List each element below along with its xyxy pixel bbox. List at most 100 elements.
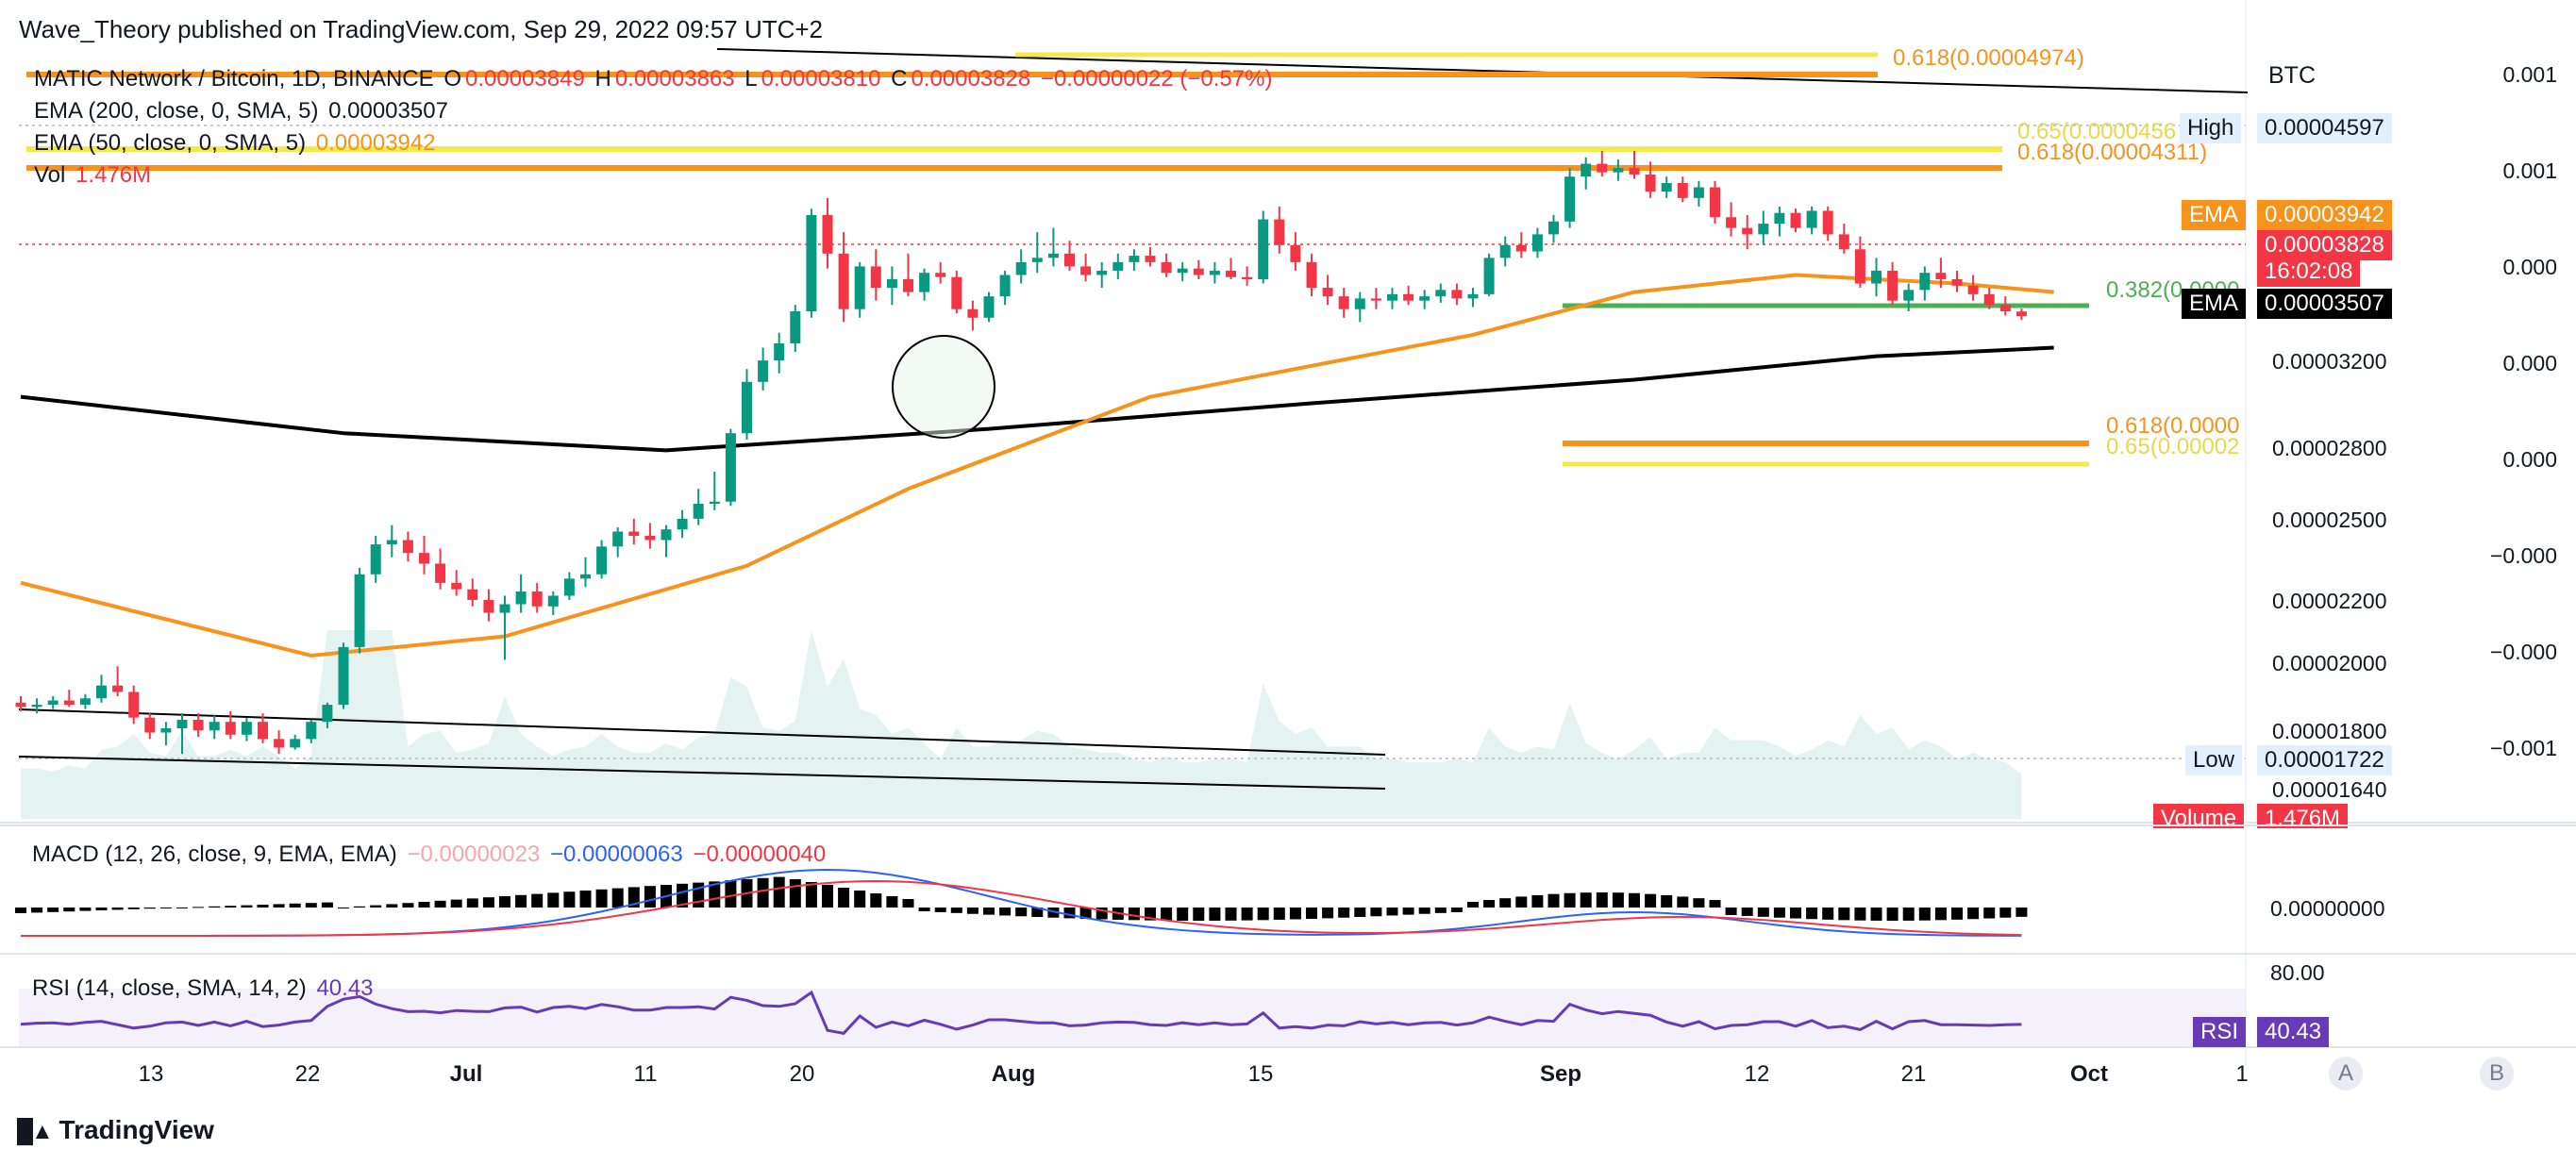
auto-scale-button[interactable]: A xyxy=(2329,1057,2363,1091)
macd-hist-bar xyxy=(1773,908,1785,918)
macd-hist-bar xyxy=(15,908,26,913)
candle-body xyxy=(1322,288,1333,297)
ema200-badge-label: EMA xyxy=(2182,289,2247,319)
fib-label-3: 0.618(0.00004311) xyxy=(2017,140,2208,165)
candle-body xyxy=(806,215,817,311)
macd-hist-bar xyxy=(1645,893,1657,908)
macd-line xyxy=(21,868,2022,937)
candle-body xyxy=(31,705,42,708)
pane-separator[interactable] xyxy=(0,825,2576,826)
macd-hist-bar xyxy=(1225,908,1237,921)
macd-hist-bar xyxy=(822,885,833,908)
fib-label-2: 0.65(0.0000456 xyxy=(2017,119,2177,144)
vol-label: Vol xyxy=(34,162,66,188)
macd-hist-bar xyxy=(1499,898,1512,908)
macd-hist-bar xyxy=(1806,908,1818,920)
candle-body xyxy=(1854,249,1865,284)
candle-body xyxy=(79,698,91,706)
macd-hist-bar xyxy=(1596,892,1608,908)
macd-hist-bar xyxy=(950,908,962,913)
candle-body xyxy=(1613,168,1624,173)
macd-hist-bar xyxy=(1402,908,1414,915)
macd-hist-bar xyxy=(289,903,301,908)
rsi-badge-value: 40.43 xyxy=(2257,1017,2330,1047)
macd-hist-bar xyxy=(434,900,446,908)
high-value: 0.00003863 xyxy=(614,66,735,92)
ema50-legend[interactable]: EMA (50, close, 0, SMA, 5) 0.00003942 xyxy=(34,130,440,157)
candle-body xyxy=(1774,212,1785,225)
candle-body xyxy=(1306,261,1317,289)
macd-hist-bar xyxy=(1241,908,1253,921)
pane-separator-2[interactable] xyxy=(0,953,2576,955)
candle-body xyxy=(1726,217,1737,228)
macd-hist-bar xyxy=(273,904,285,908)
candle-body xyxy=(322,705,333,723)
macd-hist-bar xyxy=(1564,892,1576,908)
candle-body xyxy=(1467,293,1479,299)
macd-hist-bar xyxy=(515,894,527,908)
macd-hist-bar xyxy=(1161,908,1173,921)
macd-hist-bar xyxy=(1967,908,1980,920)
candle-body xyxy=(1258,219,1269,279)
macd-hist-bar xyxy=(1322,908,1334,919)
ema50-line xyxy=(20,273,2054,658)
candle-body xyxy=(1274,219,1285,245)
volume-legend[interactable]: Vol 1.476M xyxy=(34,162,155,189)
macd-hist-bar xyxy=(418,902,430,908)
macd-hist-bar xyxy=(127,908,140,909)
right-axis-tick: 0.000 xyxy=(2502,255,2557,279)
x-axis-tick: 20 xyxy=(789,1061,815,1087)
candle-body xyxy=(774,343,785,361)
rsi-band xyxy=(19,989,2246,1047)
trendline-lower-2 xyxy=(18,756,1386,790)
macd-hist-bar xyxy=(1483,900,1496,908)
candle-body xyxy=(612,531,624,547)
macd-hist-bar xyxy=(257,905,269,908)
low-badge-value: 0.00001722 xyxy=(2257,745,2392,775)
macd-hist-bar xyxy=(983,908,995,915)
low-badge-label: Low xyxy=(2185,745,2243,775)
macd-signal-value: −0.00000040 xyxy=(693,841,827,867)
macd-hist-bar xyxy=(531,893,544,908)
low-label: L xyxy=(744,66,758,92)
macd-hist-bar xyxy=(1547,893,1560,908)
candle-body xyxy=(1531,234,1543,252)
candle-body xyxy=(1629,168,1640,175)
close-value: 0.00003828 xyxy=(911,66,1031,92)
ema200-legend[interactable]: EMA (200, close, 0, SMA, 5) 0.00003507 xyxy=(34,98,452,125)
ema50-value: 0.00003942 xyxy=(315,130,436,156)
candle-body xyxy=(1112,261,1124,271)
candle-body xyxy=(15,702,26,708)
macd-hist-bar xyxy=(1128,908,1140,921)
macd-hist-bar xyxy=(677,883,689,908)
candle-body xyxy=(1983,293,1995,306)
candle-body xyxy=(1935,273,1947,279)
macd-hist-bar xyxy=(1531,894,1544,908)
macd-hist-bar xyxy=(757,877,769,908)
candle-body xyxy=(1742,227,1753,235)
candle-body xyxy=(919,273,930,292)
candle-body xyxy=(241,722,252,735)
macd-hist-bar xyxy=(789,879,801,908)
macd-signal-line xyxy=(20,879,2022,937)
macd-hist-bar xyxy=(1693,898,1705,908)
tradingview-logo[interactable]: █▲ TradingView xyxy=(17,1115,214,1145)
x-axis-tick: 13 xyxy=(138,1061,164,1087)
macd-hist-bar xyxy=(95,908,108,910)
macd-hist-bar xyxy=(1661,894,1673,908)
rsi-legend[interactable]: RSI (14, close, SMA, 14, 2) 40.43 xyxy=(32,975,377,1002)
macd-hist-bar xyxy=(1838,908,1850,921)
macd-hist-bar xyxy=(1999,908,2012,918)
macd-hist-bar xyxy=(1757,908,1769,917)
candle-body xyxy=(1064,253,1075,267)
candle-body xyxy=(822,215,833,254)
b-button[interactable]: B xyxy=(2480,1057,2514,1091)
right-axis-tick: −0.000 xyxy=(2490,543,2557,568)
right-axis-tick: 0.001 xyxy=(2502,158,2557,183)
right-axis-tick: 0.000 xyxy=(2502,351,2557,375)
macd-legend[interactable]: MACD (12, 26, close, 9, EMA, EMA) −0.000… xyxy=(32,841,829,868)
candle-body xyxy=(370,544,381,575)
candle-body xyxy=(935,273,946,277)
candle-body xyxy=(63,700,75,706)
